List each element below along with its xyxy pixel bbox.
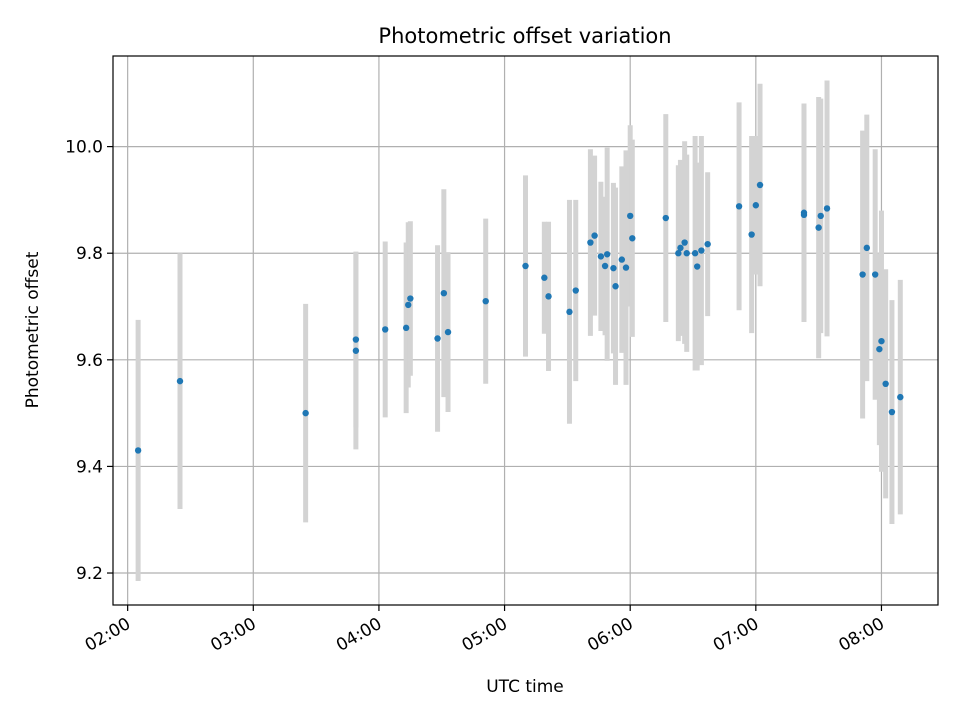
data-point — [352, 347, 360, 354]
data-point — [382, 326, 389, 333]
data-points — [134, 181, 904, 454]
data-point — [545, 293, 552, 300]
data-point — [612, 283, 619, 290]
data-point — [522, 262, 529, 270]
data-point — [302, 409, 309, 417]
data-point — [440, 289, 448, 297]
data-point — [752, 202, 760, 209]
data-point — [897, 393, 904, 401]
data-point — [800, 211, 808, 219]
data-point — [683, 250, 690, 257]
y-tick-label: 10.0 — [65, 138, 103, 158]
data-point — [618, 256, 626, 263]
data-point — [815, 224, 822, 231]
data-point — [694, 263, 701, 270]
data-point — [756, 181, 764, 189]
data-point — [882, 380, 889, 388]
data-point — [541, 274, 548, 281]
data-point — [675, 250, 682, 257]
data-point — [402, 324, 410, 332]
data-point — [405, 301, 412, 309]
data-point — [176, 377, 184, 385]
data-point — [407, 295, 414, 302]
data-point — [859, 271, 866, 278]
data-point — [603, 251, 611, 258]
data-point — [876, 345, 883, 353]
data-point — [681, 239, 688, 246]
data-point — [748, 231, 755, 238]
y-axis: 9.2 9.4 9.6 9.8 10.0 — [65, 138, 113, 584]
data-point — [878, 337, 885, 345]
data-point — [691, 250, 699, 257]
y-axis-label: Photometric offset — [23, 251, 43, 408]
data-point — [444, 328, 452, 336]
data-point — [629, 235, 636, 242]
data-point — [735, 203, 743, 210]
data-point — [352, 336, 360, 343]
y-tick-label: 9.4 — [76, 457, 103, 477]
data-point — [817, 212, 824, 220]
data-point — [677, 244, 684, 252]
data-point — [587, 239, 594, 246]
data-point — [482, 297, 489, 305]
data-point — [566, 308, 573, 316]
data-point — [134, 447, 142, 454]
plot-frame — [112, 55, 939, 606]
y-tick-label: 9.2 — [76, 564, 103, 584]
data-point — [622, 264, 630, 271]
data-point — [626, 212, 634, 220]
data-point — [662, 214, 669, 222]
data-point — [591, 232, 598, 239]
data-point — [871, 271, 879, 278]
data-point — [863, 244, 871, 252]
data-point — [572, 287, 579, 294]
y-tick-label: 9.6 — [76, 351, 103, 371]
chart-title: Photometric offset variation — [378, 24, 671, 48]
data-point — [434, 335, 441, 342]
data-point — [597, 253, 605, 260]
data-point — [610, 264, 617, 272]
data-point — [823, 205, 831, 212]
data-point — [698, 247, 705, 254]
data-point — [888, 408, 896, 416]
y-tick-label: 9.8 — [76, 244, 103, 264]
x-axis-label: UTC time — [486, 677, 564, 697]
data-point — [601, 262, 609, 270]
data-point — [704, 240, 711, 248]
